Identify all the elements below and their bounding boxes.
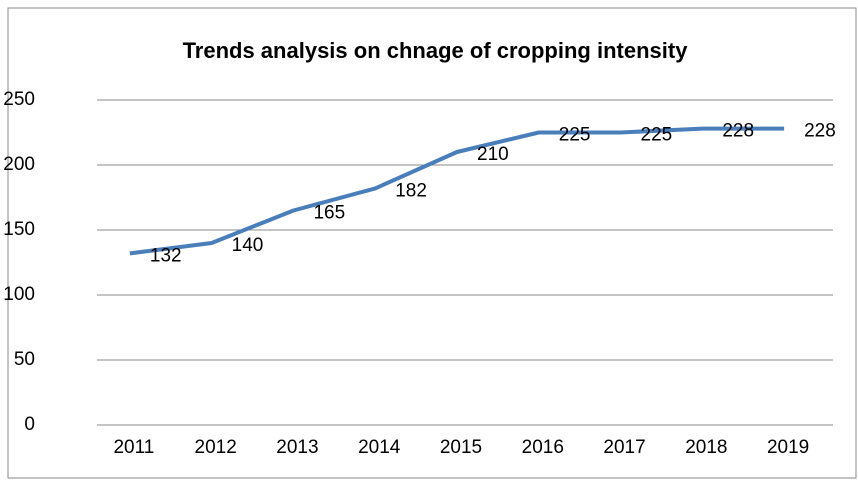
x-tick-label: 2017 xyxy=(603,437,645,458)
y-tick-label: 100 xyxy=(3,284,35,305)
data-label: 140 xyxy=(232,235,264,256)
data-label: 165 xyxy=(313,203,345,224)
data-label: 182 xyxy=(395,180,427,201)
data-label: 228 xyxy=(804,121,836,142)
chart-border xyxy=(7,7,857,479)
x-tick-label: 2013 xyxy=(276,437,318,458)
x-tick-label: 2018 xyxy=(685,437,727,458)
data-label: 132 xyxy=(150,245,182,266)
data-label: 225 xyxy=(559,125,591,146)
data-label: 225 xyxy=(641,125,673,146)
data-label: 228 xyxy=(722,121,754,142)
x-tick-label: 2014 xyxy=(358,437,401,458)
line-series xyxy=(129,126,785,256)
y-tick-label: 250 xyxy=(3,89,35,110)
x-tick-label: 2011 xyxy=(113,437,154,458)
x-tick-label: 2016 xyxy=(522,437,564,458)
chart-title: Trends analysis on chnage of cropping in… xyxy=(183,38,689,63)
y-tick-label: 0 xyxy=(24,414,35,435)
y-tick-label: 150 xyxy=(3,219,35,240)
x-tick-label: 2012 xyxy=(195,437,237,458)
y-tick-label: 200 xyxy=(3,154,35,175)
x-tick-label: 2019 xyxy=(767,437,809,458)
y-tick-label: 50 xyxy=(14,349,35,370)
x-tick-label: 2015 xyxy=(440,437,482,458)
data-label: 210 xyxy=(477,144,509,165)
